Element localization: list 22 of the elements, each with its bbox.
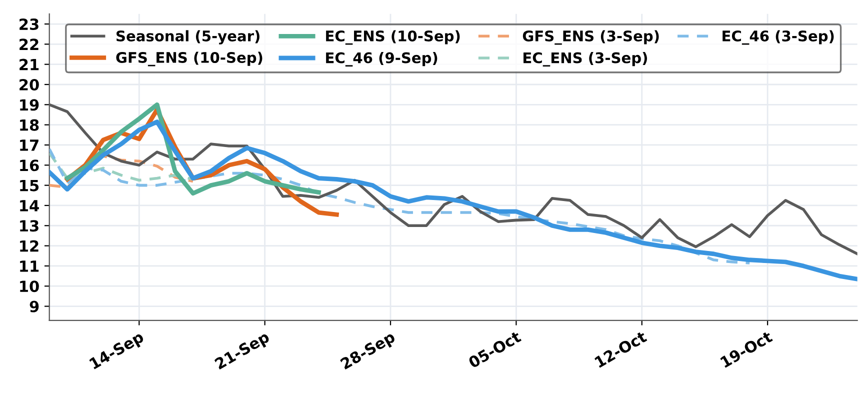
y-tick-label: 18 (20, 119, 39, 131)
y-tick-label: 21 (20, 58, 39, 70)
legend-label: GFS_ENS (10-Sep) (116, 52, 262, 66)
y-tick-label: 13 (20, 220, 38, 232)
y-tick-label: 15 (20, 180, 39, 192)
y-tick-label: 23 (20, 18, 38, 30)
y-tick-label: 22 (20, 38, 38, 50)
legend-label: EC_46 (9-Sep) (326, 52, 438, 67)
y-tick-label: 17 (20, 140, 38, 151)
y-tick-label: 12 (20, 240, 38, 252)
y-tick-label: 14 (20, 200, 39, 212)
legend-label: EC_46 (3-Sep) (722, 30, 834, 45)
y-tick-label: 20 (20, 78, 39, 91)
legend-label: GFS_ENS (3-Sep) (522, 30, 659, 45)
legend-label: EC_ENS (10-Sep) (326, 30, 460, 45)
y-tick-label: 16 (20, 160, 39, 172)
y-tick-label: 19 (20, 99, 39, 111)
y-tick-label: 9 (30, 300, 39, 312)
legend-label: Seasonal (5-year) (116, 30, 260, 44)
legend-label: EC_ENS (3-Sep) (524, 52, 647, 67)
y-tick-label: 11 (20, 260, 39, 272)
y-tick-label: 10 (20, 280, 39, 292)
